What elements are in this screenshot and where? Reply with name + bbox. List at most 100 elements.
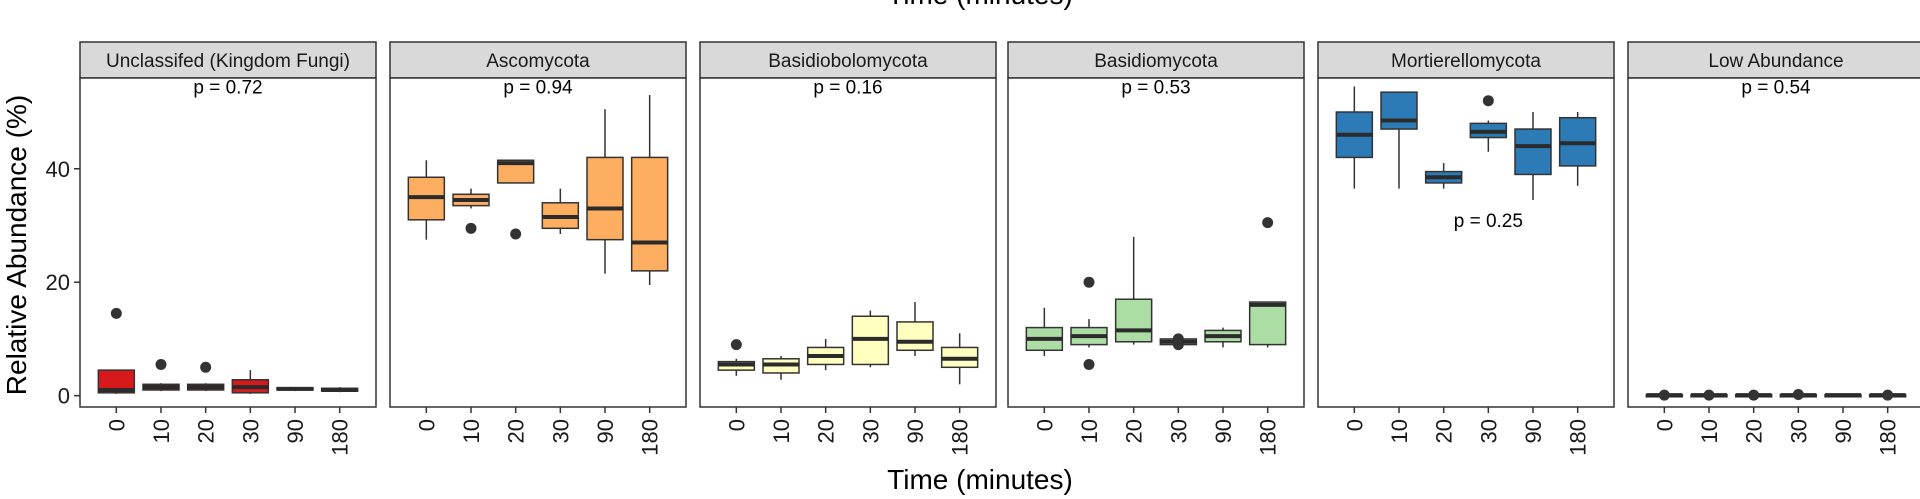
box-20 xyxy=(1424,163,1463,189)
x-tick-label: 180 xyxy=(328,419,353,456)
box-0 xyxy=(407,160,446,240)
facet-strip-label: Unclassifed (Kingdom Fungi) xyxy=(106,51,350,72)
box-90 xyxy=(896,302,934,356)
x-tick-label: 0 xyxy=(724,419,749,431)
x-tick-label: 0 xyxy=(414,419,439,431)
x-tick-label: 10 xyxy=(459,419,484,443)
x-tick-label: 10 xyxy=(1387,419,1412,443)
box-180 xyxy=(1558,112,1597,186)
x-tick-label: 180 xyxy=(948,419,973,456)
x-tick-label: 90 xyxy=(1521,419,1546,443)
box-30 xyxy=(851,310,890,368)
facet-strip-label: Ascomycota xyxy=(486,51,590,72)
x-tick-label: 90 xyxy=(283,419,308,443)
box-iqr xyxy=(1514,128,1552,176)
x-tick-label: 20 xyxy=(1742,419,1767,443)
box-20 xyxy=(1734,389,1773,401)
box-10 xyxy=(452,188,490,234)
facet-panel-3: Basidiomycota p = 0.53 0 10 20 30 90 180 xyxy=(1007,41,1305,456)
outlier-point xyxy=(1083,358,1095,370)
box-90 xyxy=(586,109,624,274)
x-tick-label: 10 xyxy=(769,419,794,443)
box-10 xyxy=(142,358,180,392)
box-20 xyxy=(496,159,535,240)
x-axis-title: Time (minutes) xyxy=(887,464,1073,495)
facet-panel-0: Unclassifed (Kingdom Fungi) p = 0.72 0 10 20… xyxy=(79,41,377,456)
x-tick-label: 0 xyxy=(104,419,129,431)
x-tick-label: 30 xyxy=(1476,419,1501,443)
box-180 xyxy=(1868,389,1907,401)
outlier-point xyxy=(1658,389,1670,401)
x-tick-label: 90 xyxy=(903,419,928,443)
x-tick-label: 20 xyxy=(1122,419,1147,443)
facet-strip-label: Basidiobolomycota xyxy=(768,51,928,72)
x-tick-label: 10 xyxy=(149,419,174,443)
x-tick-label: 20 xyxy=(814,419,839,443)
p-value-label: p = 0.94 xyxy=(503,78,573,99)
outlier-point xyxy=(1882,389,1894,401)
box-90 xyxy=(1204,327,1242,348)
outlier-point xyxy=(1703,389,1715,401)
panels-group: 0 20 40 Unclassifed (Kingdom Fungi) p = 0.72… xyxy=(46,41,1920,456)
box-20 xyxy=(806,338,845,371)
box-0 xyxy=(1335,86,1374,189)
p-value-label: p = 0.16 xyxy=(813,78,882,99)
box-90 xyxy=(1824,393,1862,398)
facet-strip-label: Low Abundance xyxy=(1708,51,1843,72)
box-30 xyxy=(1159,333,1198,351)
facet-panel-1: Ascomycota p = 0.94 0 10 20 30 90 180 xyxy=(389,41,687,456)
x-tick-label: 0 xyxy=(1652,419,1677,431)
outlier-point xyxy=(730,339,742,351)
x-tick-label: 90 xyxy=(1831,419,1856,443)
y-tick-label: 20 xyxy=(46,270,70,295)
outlier-point xyxy=(200,361,212,373)
p-value-label: p = 0.54 xyxy=(1741,78,1811,99)
box-iqr xyxy=(1380,91,1418,130)
x-tick-label: 90 xyxy=(593,419,618,443)
box-20 xyxy=(1114,236,1153,345)
box-10 xyxy=(1690,389,1728,401)
plot-area xyxy=(79,77,377,408)
facet-panel-2: Basidiobolomycota p = 0.16 0 10 20 30 90 180 xyxy=(699,41,997,456)
x-tick-label: 180 xyxy=(1566,419,1591,456)
box-10 xyxy=(1380,91,1418,189)
box-90 xyxy=(1514,112,1552,200)
box-0 xyxy=(717,339,756,376)
box-iqr xyxy=(496,159,535,184)
box-10 xyxy=(1070,276,1108,370)
x-tick-label: 10 xyxy=(1697,419,1722,443)
x-tick-label: 180 xyxy=(1256,419,1281,456)
box-iqr xyxy=(97,369,136,394)
x-tick-label: 20 xyxy=(194,419,219,443)
y-tick-label: 0 xyxy=(58,384,70,409)
x-tick-label: 30 xyxy=(1786,419,1811,443)
p-value-label: p = 0.53 xyxy=(1121,78,1190,99)
box-iqr xyxy=(630,156,669,272)
box-iqr xyxy=(1114,298,1153,343)
y-tick-label: 40 xyxy=(46,157,70,182)
facet-strip xyxy=(1007,41,1305,79)
box-180 xyxy=(1248,217,1287,348)
outlier-point xyxy=(1792,389,1804,401)
x-tick-label: 30 xyxy=(1166,419,1191,443)
facet-strip-label: Basidiomycota xyxy=(1094,51,1218,72)
box-0 xyxy=(97,307,136,394)
box-30 xyxy=(1779,389,1818,401)
box-0 xyxy=(1025,307,1064,356)
box-30 xyxy=(1469,95,1508,152)
box-iqr xyxy=(896,321,934,352)
x-tick-label: 180 xyxy=(1876,419,1901,456)
p-value-label: p = 0.25 xyxy=(1454,211,1523,232)
box-180 xyxy=(630,95,669,286)
box-30 xyxy=(541,188,580,234)
outlier-point xyxy=(510,228,522,240)
facet-strip xyxy=(79,41,377,79)
p-value-label: p = 0.72 xyxy=(193,78,262,99)
box-10 xyxy=(762,355,800,380)
box-0 xyxy=(1645,389,1684,401)
outlier-point xyxy=(465,222,477,234)
x-tick-label: 30 xyxy=(548,419,573,443)
x-tick-label: 180 xyxy=(638,419,663,456)
x-tick-label: 20 xyxy=(1432,419,1457,443)
